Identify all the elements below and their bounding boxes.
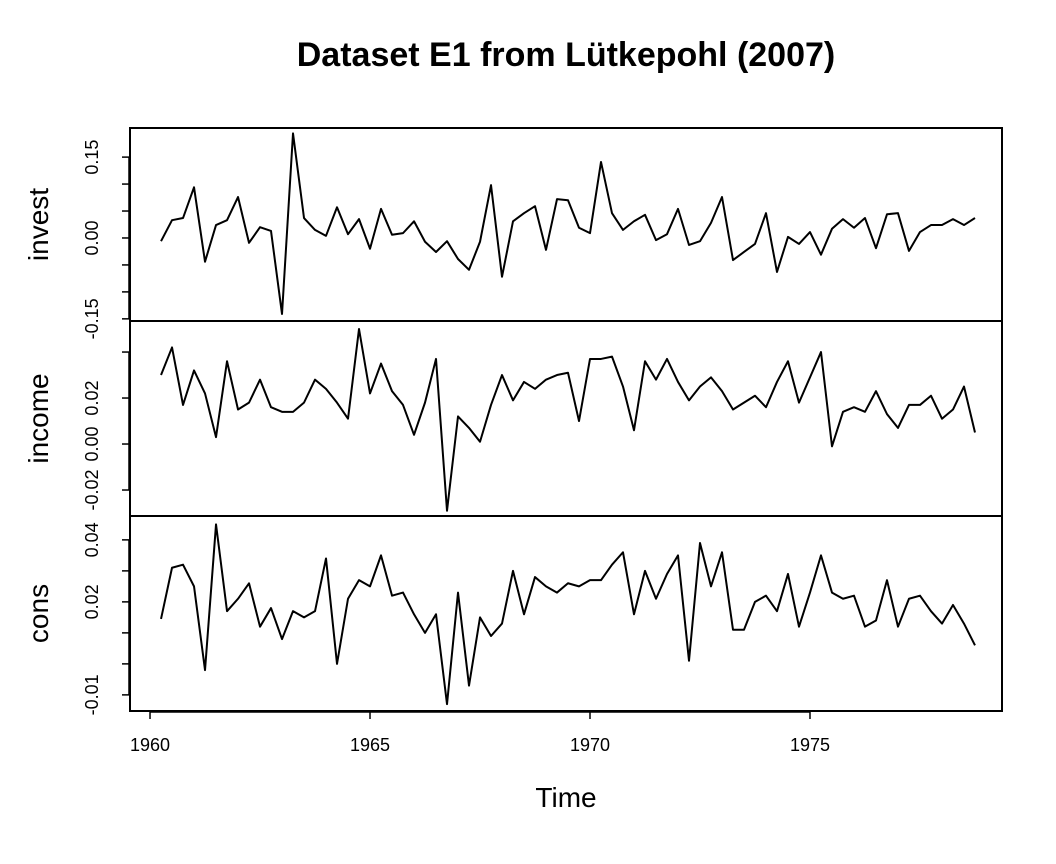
y-tick-label: -0.15 (82, 298, 102, 339)
x-axis-label: Time (535, 782, 596, 813)
series-line (160, 132, 976, 315)
y-tick-label: 0.15 (82, 140, 102, 175)
y-tick-label: 0.02 (82, 381, 102, 416)
y-axis-label: cons (23, 584, 54, 643)
x-tick-label: 1970 (570, 735, 610, 755)
chart-title: Dataset E1 from Lütkepohl (2007) (297, 36, 835, 74)
panel-frame (129, 515, 1003, 712)
y-tick-label: 0.02 (82, 584, 102, 619)
y-tick-label: -0.02 (82, 469, 102, 510)
y-tick-label: 0.00 (82, 427, 102, 462)
series-line (160, 328, 976, 512)
x-tick-label: 1965 (350, 735, 390, 755)
y-tick-label: 0.00 (82, 220, 102, 255)
panel-frame (129, 127, 1003, 322)
x-tick-label: 1975 (790, 735, 830, 755)
panel-frame (129, 320, 1003, 517)
x-tick-label: 1960 (130, 735, 170, 755)
y-tick-label: -0.01 (82, 674, 102, 715)
y-axis-label: invest (23, 188, 54, 261)
y-tick-label: 0.04 (82, 522, 102, 557)
y-axis-label: income (23, 373, 54, 463)
series-line (160, 523, 976, 706)
